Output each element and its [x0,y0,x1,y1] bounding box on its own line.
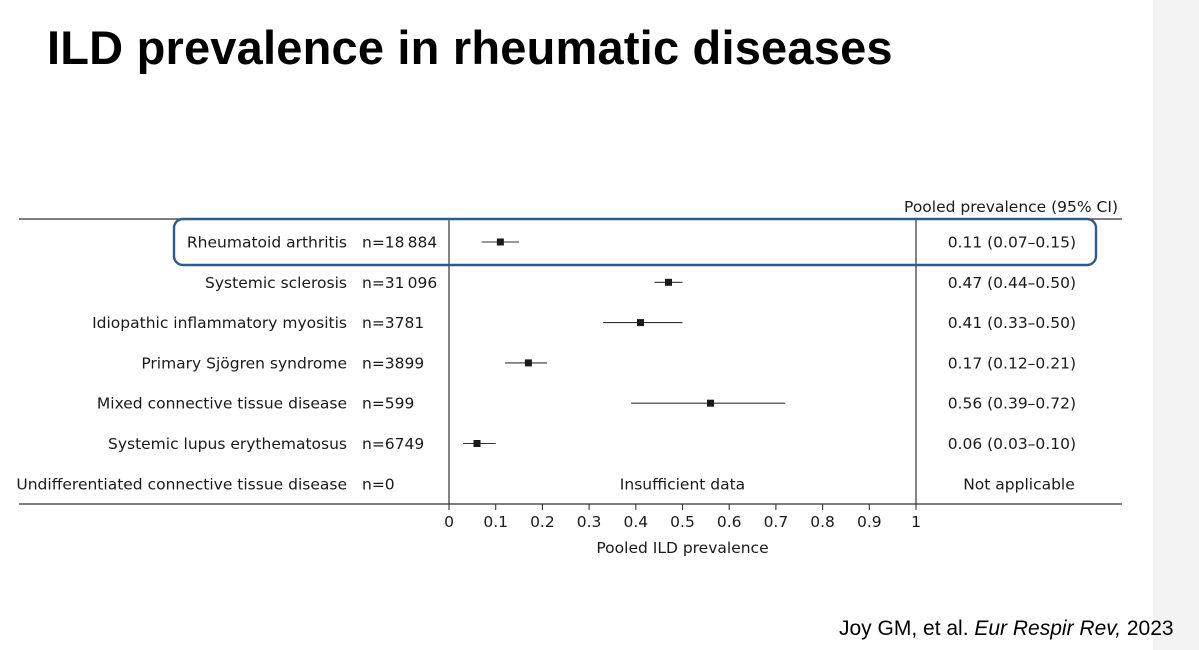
row-label: Undifferentiated connective tissue disea… [16,475,347,493]
citation-authors: Joy GM, et al. [839,617,975,640]
forest-row: Mixed connective tissue disease n=599 0.56… [97,395,1076,413]
forest-row: Undifferentiated connective tissue disea… [16,475,1074,493]
x-tick-label: 0.7 [764,513,789,531]
row-label: Mixed connective tissue disease [97,395,347,413]
insufficient-data-note: Insufficient data [620,475,745,493]
x-axis-title: Pooled ILD prevalence [596,539,768,557]
x-tick-label: 0.2 [530,513,555,531]
row-sample-size: n=599 [362,395,414,413]
row-label: Idiopathic inflammatory myositis [92,314,347,332]
row-label: Primary Sjögren syndrome [141,354,347,372]
point-estimate-marker [473,440,481,447]
x-tick-label: 0.4 [623,513,648,531]
row-ci-value: Not applicable [963,475,1075,493]
x-tick-label: 0.1 [483,513,508,531]
row-ci-value: 0.17 (0.12–0.21) [948,354,1076,372]
point-estimate-marker [524,359,532,367]
point-estimate-marker [496,238,504,246]
row-label: Rheumatoid arthritis [187,234,347,252]
forest-row: Systemic sclerosis n=31 096 0.47 (0.44–0.5… [205,274,1076,292]
forest-row: Primary Sjögren syndrome n=3899 0.17 (0.12… [141,354,1076,372]
row-label: Systemic sclerosis [205,274,347,292]
point-estimate-marker [664,278,672,286]
x-tick-label: 0.8 [810,513,835,531]
citation-journal: Eur Respir Rev, [974,617,1122,640]
row-sample-size: n=3781 [362,314,424,332]
page-title: ILD prevalence in rheumatic diseases [47,21,893,74]
row-label: Systemic lupus erythematosus [108,435,347,453]
row-ci-value: 0.56 (0.39–0.72) [948,395,1076,413]
point-estimate-marker [636,319,644,327]
forest-plot: Pooled prevalence (95% CI) Rheumatoid ar… [16,198,1122,557]
x-tick-label: 0.9 [857,513,882,531]
citation: Joy GM, et al. Eur Respir Rev, 2023 [839,617,1174,641]
x-axis: 0 0.1 0.2 0.3 0.4 0.5 0.6 0.7 0.8 0.9 1 Pooled ILD … [444,504,921,557]
point-estimate-marker [707,399,715,407]
forest-row: Idiopathic inflammatory myositis n=3781 0.… [92,314,1076,332]
citation-year: 2023 [1121,617,1174,640]
x-tick-label: 0.6 [717,513,742,531]
x-tick-label: 0.3 [577,513,602,531]
row-sample-size: n=3899 [362,354,424,372]
row-sample-size: n=0 [362,475,395,493]
row-ci-value: 0.06 (0.03–0.10) [948,435,1076,453]
forest-row: Rheumatoid arthritis n=18 884 0.11 (0.07–0… [172,217,1098,267]
row-sample-size: n=6749 [362,435,424,453]
x-tick-label: 1 [911,513,921,531]
row-ci-value: 0.47 (0.44–0.50) [948,274,1076,292]
x-tick-label: 0.5 [670,513,695,531]
row-ci-value: 0.41 (0.33–0.50) [948,314,1076,332]
row-ci-value: 0.11 (0.07–0.15) [948,234,1076,252]
plot-rows: Rheumatoid arthritis n=18 884 0.11 (0.07–0… [16,217,1098,493]
right-edge-strip [1153,0,1199,650]
row-sample-size: n=18 884 [362,234,437,252]
forest-row: Systemic lupus erythematosus n=6749 0.06 (… [108,435,1076,453]
x-tick-label: 0 [444,513,454,531]
highlight-box [172,217,1098,267]
column-header-pooled-prevalence: Pooled prevalence (95% CI) [904,198,1118,216]
row-sample-size: n=31 096 [362,274,437,292]
